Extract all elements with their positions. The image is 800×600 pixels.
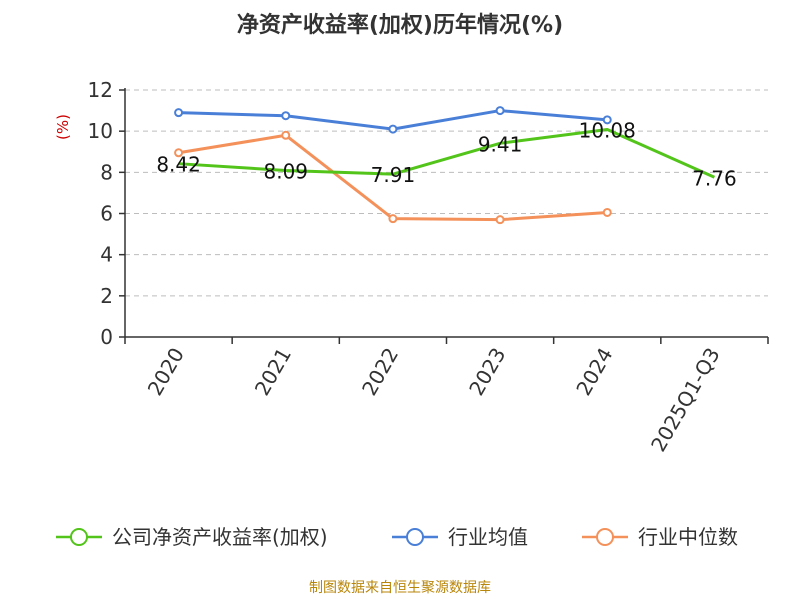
y-tick-label: 0 <box>100 325 113 349</box>
legend-marker <box>406 528 424 546</box>
y-axis-label: (%) <box>54 114 72 140</box>
y-tick-label: 6 <box>100 202 113 226</box>
data-point <box>495 106 505 116</box>
data-labels: 8.42 8.09 7.91 9.41 10.08 7.76 <box>156 119 736 191</box>
x-tick-label: 2023 <box>464 344 510 400</box>
data-point <box>281 130 291 140</box>
grid-lines <box>125 89 768 297</box>
data-label: 8.09 <box>263 159 308 183</box>
legend-label: 行业均值 <box>448 525 528 549</box>
data-point <box>174 108 184 118</box>
legend: 公司净资产收益率(加权) 行业均值 行业中位数 <box>56 525 738 549</box>
data-point <box>174 148 184 158</box>
y-tick-label: 8 <box>100 160 113 184</box>
x-tick-label: 2025Q1-Q3 <box>646 344 725 456</box>
legend-marker <box>596 528 614 546</box>
series-line-0 <box>178 128 716 179</box>
x-tick-label: 2021 <box>250 344 296 400</box>
data-label: 7.76 <box>692 166 737 190</box>
y-tick-label: 4 <box>100 243 113 267</box>
data-point <box>602 115 612 125</box>
x-tick-label: 2024 <box>571 344 617 400</box>
axes: 0 2 4 6 8 10 12 2020 2021 2022 2023 2024 2025Q1-Q3 <box>88 78 769 456</box>
data-point <box>495 215 505 225</box>
legend-label: 行业中位数 <box>638 525 738 549</box>
legend-marker <box>70 528 88 546</box>
data-point <box>602 207 612 217</box>
data-point <box>281 111 291 121</box>
y-tick-label: 12 <box>88 78 113 102</box>
data-label: 9.41 <box>478 132 523 156</box>
data-label: 10.08 <box>579 119 636 143</box>
x-tick-label: 2020 <box>143 344 189 400</box>
legend-label: 公司净资产收益率(加权) <box>112 525 328 549</box>
y-tick-label: 10 <box>88 119 113 143</box>
source-note: 制图数据来自恒生聚源数据库 <box>309 580 491 596</box>
data-point <box>388 124 398 134</box>
x-tick-label: 2022 <box>357 344 403 400</box>
data-label: 7.91 <box>371 163 416 187</box>
data-point <box>388 214 398 224</box>
series-layer <box>174 106 716 225</box>
y-tick-label: 2 <box>100 284 113 308</box>
data-label: 8.42 <box>156 153 201 177</box>
chart-title: 净资产收益率(加权)历年情况(%) <box>237 12 563 38</box>
